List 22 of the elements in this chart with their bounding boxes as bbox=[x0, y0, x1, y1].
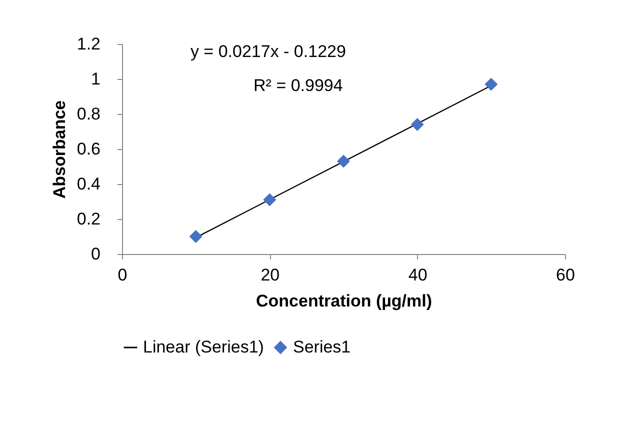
y-tick-label: 0.2 bbox=[76, 210, 100, 228]
y-tick-label: 0.4 bbox=[76, 174, 100, 194]
y-tick-label: 1 bbox=[91, 70, 100, 88]
point bbox=[189, 230, 202, 244]
x-tick-label: 60 bbox=[556, 266, 575, 284]
y-tick-label: 0.6 bbox=[76, 140, 100, 158]
point bbox=[263, 193, 276, 206]
point bbox=[484, 78, 498, 91]
annotation: y = 0.0217x - 0.1229 bbox=[190, 42, 346, 61]
x-axis-title: Concentration (µg/ml) bbox=[256, 292, 432, 310]
x-tick-label: 0 bbox=[118, 266, 128, 284]
point bbox=[336, 154, 350, 168]
y-tick-label: 0 bbox=[91, 244, 100, 264]
y-tick-label: 0.8 bbox=[76, 104, 100, 124]
point bbox=[410, 118, 424, 132]
legend-label: Series1 bbox=[293, 338, 351, 356]
legend-label: Linear (Series1) bbox=[143, 338, 264, 356]
annotation: R² = 0.9994 bbox=[254, 76, 343, 95]
y-tick-label: 1.2 bbox=[76, 34, 100, 54]
x-tick-label: 20 bbox=[260, 266, 280, 284]
x-tick-label: 40 bbox=[408, 266, 428, 284]
y-axis-title: Absorbance bbox=[50, 100, 69, 199]
